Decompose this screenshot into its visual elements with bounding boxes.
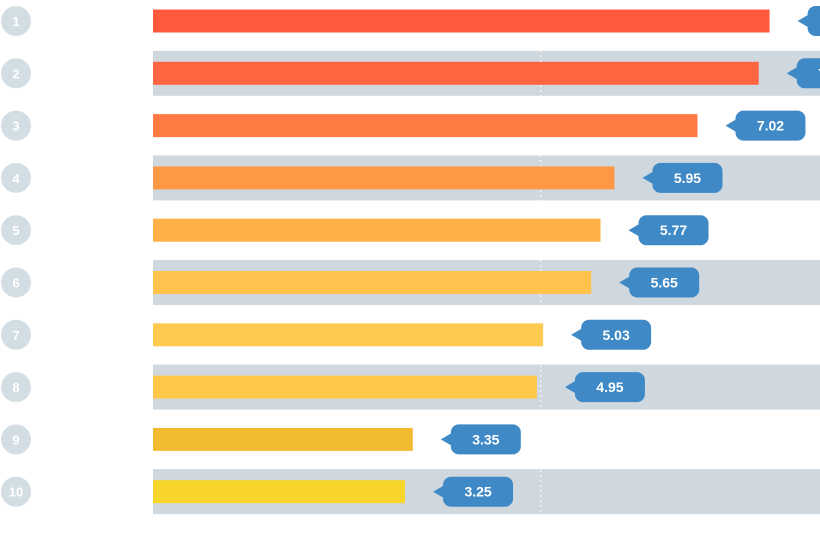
- callout-box: [450, 424, 521, 455]
- data-label: 5.65: [651, 275, 678, 291]
- category-tick-label: 3: [12, 119, 19, 134]
- data-label: 3.25: [464, 484, 491, 500]
- value-callout: 3.35: [440, 424, 521, 455]
- callout-pointer: [571, 327, 584, 342]
- rank-circle: [1, 319, 31, 350]
- callout-box: [735, 110, 806, 141]
- category-tick-label: 7: [12, 328, 19, 343]
- data-label: 7.02: [757, 118, 784, 134]
- value-callout: 3.25: [433, 476, 514, 507]
- bar: [153, 480, 406, 504]
- bar: [153, 271, 592, 294]
- callout-box: [443, 476, 514, 507]
- bars: [153, 9, 770, 504]
- rank-circle: [1, 58, 31, 89]
- callout-pointer: [642, 170, 655, 185]
- rank-circle: [1, 110, 31, 141]
- rank-circle: [1, 6, 31, 36]
- data-label: 5.77: [660, 222, 687, 238]
- category-tick-label: 9: [12, 432, 19, 447]
- bar: [153, 166, 615, 190]
- callout-box: [796, 58, 820, 89]
- callout-box: [652, 162, 723, 193]
- data-label: 3.35: [472, 431, 499, 447]
- callout-pointer: [725, 118, 738, 133]
- callout-pointer: [786, 66, 799, 81]
- category-tick-label: 10: [9, 485, 23, 500]
- value-callouts: 7.95 7.81 7.02 5.95 5.77 5.65 5.03 4.95 3.35 3.25: [433, 6, 820, 507]
- data-label: 5.95: [674, 170, 701, 186]
- rank-circle: [1, 372, 31, 403]
- category-tick-label: 4: [12, 171, 20, 186]
- rank-circle: [1, 215, 31, 246]
- value-callout: 5.77: [628, 215, 709, 246]
- rank-circle: [1, 424, 31, 455]
- data-label: 5.03: [602, 327, 629, 343]
- callout-box: [581, 319, 652, 350]
- bar: [153, 375, 537, 399]
- category-tick-label: 1: [12, 14, 19, 29]
- bar: [153, 61, 759, 85]
- rank-circle: [1, 267, 31, 298]
- data-label: 4.95: [596, 379, 623, 395]
- callout-pointer: [433, 484, 446, 499]
- rank-circle: [1, 162, 31, 193]
- value-callout: 5.95: [642, 162, 723, 193]
- callout-pointer: [564, 380, 577, 395]
- bar: [153, 323, 544, 347]
- data-label: 7.81: [818, 65, 820, 81]
- category-ticks: 1 2 3 4 5 6 7 8 9 10: [1, 6, 31, 507]
- callout-box: [638, 215, 709, 246]
- callout-pointer: [619, 275, 632, 290]
- category-tick-label: 8: [12, 380, 19, 395]
- category-tick-label: 2: [12, 66, 19, 81]
- callout-pointer: [797, 14, 810, 28]
- value-callout: 7.02: [725, 110, 806, 141]
- callout-box: [807, 6, 820, 36]
- bar: [153, 9, 770, 33]
- value-callout: 5.65: [619, 267, 700, 298]
- callout-box: [574, 372, 645, 403]
- value-callout: 7.95: [797, 6, 820, 36]
- callout-pointer: [440, 432, 453, 447]
- category-tick-label: 6: [12, 276, 19, 291]
- rank-circle: [1, 476, 31, 507]
- category-tick-label: 5: [12, 223, 19, 238]
- callout-box: [629, 267, 700, 298]
- callout-pointer: [628, 223, 641, 238]
- value-callout: 4.95: [564, 372, 645, 403]
- value-callout: 7.81: [786, 58, 820, 89]
- bar: [153, 114, 698, 138]
- bar: [153, 427, 413, 451]
- bar: [153, 218, 601, 242]
- value-callout: 5.03: [571, 319, 652, 350]
